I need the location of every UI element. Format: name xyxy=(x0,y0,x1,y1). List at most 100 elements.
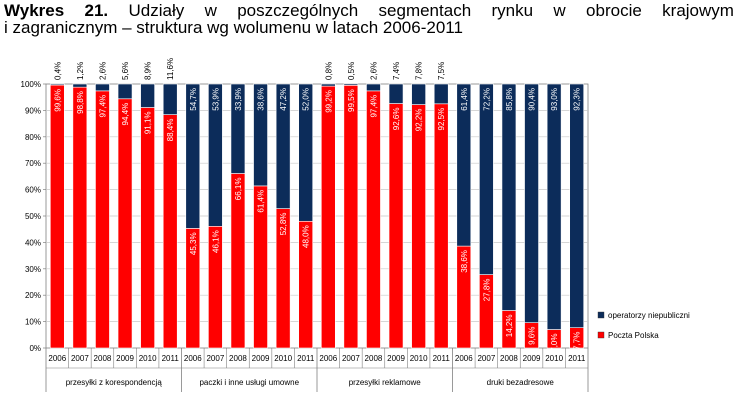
bar-operatorzy xyxy=(298,83,314,222)
data-label-poczta: 99,5% xyxy=(347,89,356,112)
year-label: 2009 xyxy=(523,354,541,363)
bar-poczta-polska xyxy=(388,103,404,349)
year-label: 2007 xyxy=(477,354,495,363)
bar-operatorzy xyxy=(524,83,539,323)
legend-label: Poczta Polska xyxy=(608,331,659,340)
data-label-poczta: 7,0% xyxy=(550,334,559,352)
y-tick-label: 50% xyxy=(25,212,41,221)
bar-operatorzy xyxy=(275,83,291,209)
bar-poczta-polska xyxy=(140,107,155,349)
data-label-operatorzy: 2,6% xyxy=(369,62,378,80)
bar-poczta-polska xyxy=(72,86,88,349)
bar-operatorzy xyxy=(569,83,585,328)
data-label-operatorzy: 1,2% xyxy=(76,62,85,80)
year-label: 2010 xyxy=(545,354,563,363)
legend-label: operatorzy niepubliczni xyxy=(608,311,690,320)
year-label: 2007 xyxy=(342,354,360,363)
data-label-operatorzy: 8,9% xyxy=(144,62,153,80)
bar-operatorzy xyxy=(501,83,517,311)
bar-operatorzy xyxy=(49,83,65,86)
year-label: 2007 xyxy=(71,354,89,363)
data-label-operatorzy: 90,4% xyxy=(528,88,537,111)
legend-swatch xyxy=(597,311,605,319)
data-label-poczta: 98,8% xyxy=(76,91,85,114)
bar-operatorzy xyxy=(366,83,381,92)
y-tick-label: 0% xyxy=(29,344,41,353)
title-word: w xyxy=(553,1,566,20)
bar-operatorzy xyxy=(208,83,223,227)
data-label-poczta: 9,6% xyxy=(528,327,537,345)
year-label: 2011 xyxy=(568,354,586,363)
bar-poczta-polska xyxy=(433,103,449,349)
data-label-poczta: 52,8% xyxy=(279,213,288,236)
data-label-operatorzy: 2,6% xyxy=(98,62,107,80)
data-label-operatorzy: 53,9% xyxy=(211,88,220,111)
year-label: 2009 xyxy=(116,354,134,363)
group-label: druki bezadresowe xyxy=(487,378,555,387)
year-label: 2006 xyxy=(319,354,337,363)
bar-operatorzy xyxy=(185,83,201,229)
bar-poczta-polska xyxy=(95,90,110,349)
data-label-poczta: 14,2% xyxy=(505,315,514,338)
title-line-2: i zagranicznym – struktura wg wolumenu w… xyxy=(4,18,463,37)
title-word: obrocie xyxy=(586,1,642,20)
data-label-poczta: 99,6% xyxy=(53,89,62,112)
year-label: 2010 xyxy=(139,354,157,363)
data-label-operatorzy: 93,0% xyxy=(550,88,559,111)
data-label-poczta: 38,6% xyxy=(460,250,469,273)
bar-operatorzy xyxy=(95,83,110,92)
data-label-poczta: 92,5% xyxy=(437,108,446,131)
data-label-poczta: 46,1% xyxy=(211,230,220,253)
data-label-poczta: 92,6% xyxy=(392,108,401,131)
year-label: 2011 xyxy=(433,354,451,363)
year-label: 2009 xyxy=(252,354,270,363)
y-tick-label: 80% xyxy=(25,133,41,142)
year-label: 2009 xyxy=(387,354,405,363)
y-tick-label: 70% xyxy=(25,159,41,168)
year-label: 2006 xyxy=(48,354,66,363)
y-tick-label: 100% xyxy=(21,80,41,89)
data-label-poczta: 99,2% xyxy=(324,90,333,113)
bar-operatorzy xyxy=(343,83,359,86)
bar-operatorzy xyxy=(388,83,404,104)
data-label-poczta: 27,8% xyxy=(482,279,491,302)
data-label-operatorzy: 72,2% xyxy=(482,88,491,111)
data-label-poczta: 45,3% xyxy=(189,232,198,255)
bar-operatorzy xyxy=(411,83,426,105)
y-tick-label: 10% xyxy=(25,318,41,327)
title-word: segmentach xyxy=(378,1,472,20)
bar-poczta-polska xyxy=(320,85,336,349)
data-label-poczta: 92,2% xyxy=(415,109,424,132)
bar-poczta-polska xyxy=(343,85,359,349)
data-label-poczta: 48,0% xyxy=(302,225,311,248)
data-label-operatorzy: 61,4% xyxy=(460,88,469,111)
group-label: paczki i inne usługi umowne xyxy=(199,378,299,387)
data-label-poczta: 94,4% xyxy=(121,103,130,126)
data-label-poczta: 7,7% xyxy=(573,332,582,350)
y-tick-label: 90% xyxy=(25,106,41,115)
year-label: 2008 xyxy=(229,354,247,363)
title-word: poszczególnych xyxy=(237,1,359,20)
bar-operatorzy xyxy=(546,83,562,330)
data-label-operatorzy: 7,8% xyxy=(415,62,424,80)
data-label-poczta: 88,4% xyxy=(166,119,175,142)
bar-operatorzy xyxy=(140,83,155,108)
year-label: 2010 xyxy=(274,354,292,363)
year-label: 2008 xyxy=(500,354,518,363)
bar-operatorzy xyxy=(230,83,246,174)
bar-operatorzy xyxy=(320,83,336,87)
bar-poczta-polska xyxy=(162,114,178,349)
data-label-operatorzy: 11,6% xyxy=(166,58,175,80)
year-label: 2010 xyxy=(410,354,428,363)
data-label-operatorzy: 7,4% xyxy=(392,62,401,80)
data-label-operatorzy: 0,8% xyxy=(324,62,333,80)
year-label: 2011 xyxy=(162,354,180,363)
title-line-1: Wykres 21. Udziały w poszczególnych segm… xyxy=(4,2,734,19)
data-label-operatorzy: 5,6% xyxy=(121,62,130,80)
data-label-poczta: 97,4% xyxy=(98,95,107,118)
year-label: 2006 xyxy=(455,354,473,363)
bar-operatorzy xyxy=(117,83,133,100)
bar-operatorzy xyxy=(72,83,88,88)
y-tick-label: 60% xyxy=(25,186,41,195)
